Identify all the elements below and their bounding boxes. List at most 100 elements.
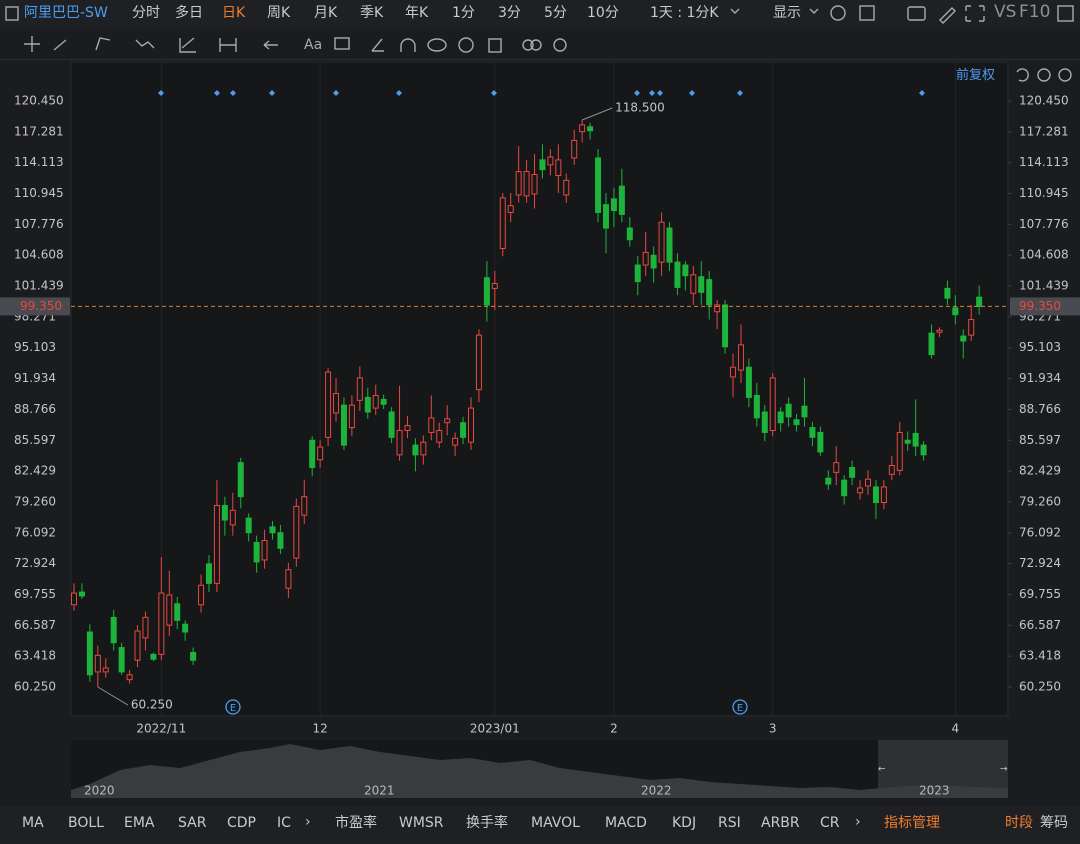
settings-icon[interactable] xyxy=(830,5,846,21)
indicator-tab[interactable]: CDP xyxy=(227,815,256,831)
adjust-mode[interactable]: 前复权 xyxy=(956,68,996,83)
period-tab[interactable]: 季K xyxy=(360,5,384,21)
indicator-tab[interactable]: BOLL xyxy=(68,815,104,831)
candle-body xyxy=(491,283,498,289)
y-tick-label: 101.439 xyxy=(14,279,64,293)
chips-tab[interactable]: 筹码 xyxy=(1040,815,1068,831)
polyline-tool[interactable] xyxy=(95,37,111,51)
fullscreen-icon[interactable] xyxy=(965,5,985,22)
period-tab[interactable]: 5分 xyxy=(544,5,567,21)
angle-tool[interactable] xyxy=(371,38,384,52)
config-tool[interactable] xyxy=(553,38,567,52)
period-tab[interactable]: 周K xyxy=(267,5,291,21)
indicator-tab[interactable]: 换手率 xyxy=(466,815,508,831)
indicator-tab[interactable]: MACD xyxy=(605,815,647,831)
indicator-tab[interactable]: ARBR xyxy=(761,815,800,831)
symbol[interactable]: 阿里巴巴-SW xyxy=(24,5,108,21)
indicator-tab[interactable]: KDJ xyxy=(672,815,697,831)
dropdown-icon[interactable] xyxy=(730,8,740,14)
candle-body xyxy=(809,427,816,438)
panel-icon[interactable] xyxy=(5,6,19,21)
candle-body xyxy=(579,124,586,133)
line-tool[interactable] xyxy=(53,39,67,51)
period-tab[interactable]: 1分 xyxy=(452,5,475,21)
y-tick-label: 60.250 xyxy=(1019,679,1061,693)
y-tick-label: 85.597 xyxy=(14,433,56,447)
y-tick-label: 114.113 xyxy=(1019,155,1069,169)
square-icon[interactable] xyxy=(859,5,875,21)
y-tick-label: 104.608 xyxy=(14,248,64,262)
event-marker xyxy=(919,90,925,96)
range-tool[interactable] xyxy=(219,38,237,52)
candle-body xyxy=(317,446,324,461)
camera-icon[interactable] xyxy=(907,6,926,21)
tool-bar xyxy=(0,28,1080,60)
indicator-tab[interactable]: MA xyxy=(22,815,44,831)
indicator-tab[interactable]: IC xyxy=(277,815,291,831)
wave-tool[interactable] xyxy=(135,39,155,49)
indicator-tab[interactable]: SAR xyxy=(178,815,207,831)
candle-body xyxy=(753,394,760,419)
candle-body xyxy=(920,444,927,456)
note-tool[interactable] xyxy=(334,37,350,50)
event-marker xyxy=(649,90,655,96)
period-tab[interactable]: 多日 xyxy=(175,5,203,21)
zoom-out-icon[interactable] xyxy=(1037,68,1051,82)
period-tab[interactable]: 分时 xyxy=(132,5,160,21)
candle-body xyxy=(944,287,951,299)
window-icon[interactable] xyxy=(1057,5,1074,22)
y-tick-label: 107.776 xyxy=(14,217,64,231)
candle-body xyxy=(658,221,665,263)
undo-icon[interactable] xyxy=(1016,68,1029,82)
candle-body xyxy=(531,174,538,195)
annotation-label: 118.500 xyxy=(615,100,665,114)
candle-body xyxy=(650,254,657,269)
indicator-manage[interactable]: 指标管理 xyxy=(884,815,940,831)
period-tab[interactable]: 年K xyxy=(405,5,429,21)
indicator-tab[interactable]: MAVOL xyxy=(531,815,580,831)
period-tab[interactable]: 月K xyxy=(314,5,338,21)
magnet-tool[interactable] xyxy=(400,38,416,52)
y-tick-label: 110.945 xyxy=(1019,186,1069,200)
move-tool[interactable] xyxy=(24,36,40,52)
indicator-tab[interactable]: EMA xyxy=(124,815,155,831)
link-tool[interactable] xyxy=(427,38,447,52)
dropdown-icon[interactable] xyxy=(809,8,819,14)
display-menu[interactable]: 显示 xyxy=(773,5,801,21)
compare-tool[interactable] xyxy=(530,39,542,51)
delete-tool[interactable] xyxy=(488,38,502,53)
candle-body xyxy=(745,366,752,398)
y-tick-label: 82.429 xyxy=(14,464,56,478)
indicator-tab[interactable]: RSI xyxy=(718,815,741,831)
overview-handle[interactable]: → xyxy=(1000,765,1008,775)
overview-handle[interactable]: ← xyxy=(878,765,886,775)
scroll-arrow[interactable]: › xyxy=(305,814,311,830)
vs-button[interactable]: VS xyxy=(994,2,1017,22)
indicator-tab[interactable]: 市盈率 xyxy=(335,815,377,831)
period-tab[interactable]: 日K xyxy=(222,5,246,21)
candle-body xyxy=(261,539,268,561)
session-tab[interactable]: 时段 xyxy=(1005,815,1033,831)
compare-tool[interactable] xyxy=(522,39,534,51)
f10-button[interactable]: F10 xyxy=(1019,2,1051,22)
scroll-arrow[interactable]: › xyxy=(855,814,861,830)
candle-body xyxy=(412,444,419,456)
period-tab[interactable]: 3分 xyxy=(498,5,521,21)
indicator-tab[interactable]: WMSR xyxy=(399,815,444,831)
pen-icon[interactable] xyxy=(939,7,956,24)
candle-body xyxy=(420,441,427,456)
candle-body xyxy=(674,261,681,288)
indicator-tab[interactable]: CR xyxy=(820,815,840,831)
fib-tool[interactable] xyxy=(179,37,196,53)
hide-tool[interactable] xyxy=(458,37,474,53)
zoom-in-icon[interactable] xyxy=(1058,68,1072,82)
interval-select[interactable]: 1天 : 1分K xyxy=(650,5,719,21)
candle-body xyxy=(475,334,482,391)
overview-window[interactable] xyxy=(878,740,1008,798)
candle-body xyxy=(468,407,474,443)
arrow-tool[interactable] xyxy=(263,40,278,50)
candle-body xyxy=(388,411,395,438)
period-tab[interactable]: 10分 xyxy=(587,5,619,21)
text-tool[interactable]: Aa xyxy=(304,37,323,53)
candle-body xyxy=(213,504,220,584)
